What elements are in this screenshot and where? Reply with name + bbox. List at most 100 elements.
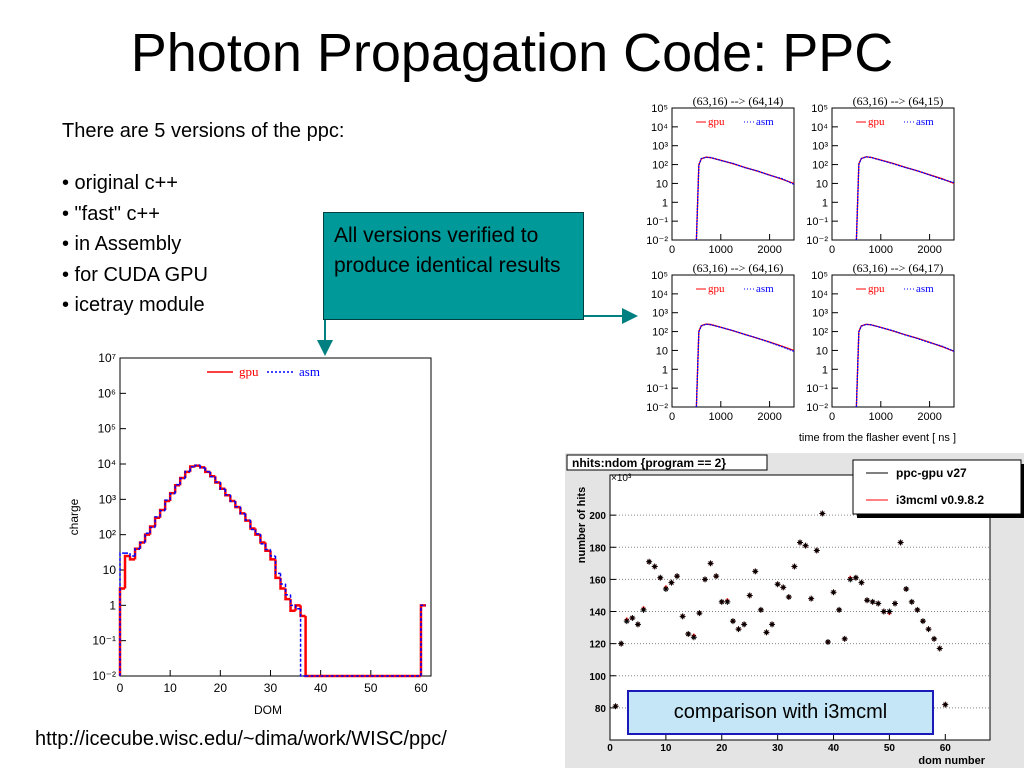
- scatter-point: [646, 558, 653, 565]
- panel-title: (63,16) --> (64,14): [693, 94, 784, 108]
- bullet-list: • original c++ • "fast" c++ • in Assembl…: [62, 168, 208, 321]
- y-tick-label: 10⁴: [651, 122, 668, 134]
- legend-label: ppc-gpu v27: [896, 466, 967, 480]
- y-tick-label: 10⁴: [97, 457, 116, 471]
- histogram-step: [179, 477, 186, 485]
- histogram-step: [264, 543, 271, 551]
- y-tick-label: 140: [589, 608, 606, 619]
- x-tick-label: 10: [660, 743, 672, 754]
- histogram-step: [269, 550, 276, 561]
- legend-label: i3mcml v0.9.8.2: [896, 493, 984, 507]
- scatter-point: [819, 510, 826, 517]
- histogram-step: [183, 470, 191, 479]
- bullet: • icetray module: [62, 294, 205, 316]
- y-tick-label: 10³: [652, 141, 668, 153]
- x-tick-label: 2000: [917, 244, 941, 256]
- histogram-step: [159, 509, 166, 517]
- y-tick-label: 10⁻¹: [646, 383, 668, 395]
- scatter-point: [702, 576, 708, 583]
- legend-label: gpu: [868, 283, 885, 295]
- histogram-step: [420, 604, 426, 676]
- series-line: [695, 156, 795, 241]
- series-line: [855, 323, 955, 408]
- legend-label: asm: [299, 364, 320, 379]
- y-tick-label: 10: [103, 563, 117, 577]
- legend-label: asm: [916, 116, 934, 128]
- scatter-point: [612, 703, 619, 710]
- scatter-point: [769, 621, 776, 628]
- plot-frame: [671, 274, 795, 408]
- histogram-step: [174, 483, 181, 494]
- y-tick-label: 10⁻²: [806, 235, 828, 247]
- x-tick-label: 2000: [757, 244, 781, 256]
- x-tick-label: 30: [772, 743, 784, 754]
- series-line: [855, 156, 955, 241]
- plot-frame: [671, 107, 795, 241]
- scatter-point: [724, 598, 731, 605]
- x-tick-label: 0: [607, 743, 613, 754]
- y-tick-label: 10²: [812, 160, 828, 172]
- y-tick-label: 1: [822, 364, 828, 376]
- scatter-point: [942, 701, 949, 708]
- histogram-step: [184, 470, 191, 479]
- panel-title: (63,16) --> (64,17): [853, 261, 944, 275]
- y-tick-label: 10⁵: [651, 270, 668, 282]
- y-tick-label: 100: [589, 672, 606, 683]
- y-tick-label: 10⁴: [651, 289, 668, 301]
- url: http://icecube.wisc.edu/~dima/work/WISC/…: [35, 728, 447, 750]
- plot-frame: [119, 357, 432, 677]
- plot-frame: [609, 474, 991, 741]
- x-axis-label: time from the flasher event [ ns ]: [799, 432, 956, 444]
- histogram-step: [128, 555, 136, 561]
- y-tick-label: 180: [589, 543, 606, 554]
- histogram-step: [209, 471, 216, 478]
- x-tick-label: 30: [264, 681, 278, 695]
- legend-label: gpu: [868, 116, 885, 128]
- scatter-point: [640, 606, 647, 613]
- legend-label: gpu: [708, 116, 725, 128]
- histogram-step: [194, 464, 201, 467]
- scatter-point: [869, 598, 876, 605]
- y-tick-label: 10⁷: [98, 351, 116, 365]
- y-tick-label: 10⁻¹: [646, 216, 668, 228]
- histogram-step: [299, 608, 306, 677]
- scatter-point: [729, 618, 736, 625]
- scatter-point: [797, 539, 803, 546]
- y-tick-label: 10³: [812, 141, 828, 153]
- panel-title: (63,16) --> (64,15): [853, 94, 944, 108]
- y-tick-label: 10⁻¹: [806, 216, 828, 228]
- histogram-step: [219, 481, 226, 490]
- histogram-step: [274, 559, 281, 580]
- y-tick-label: 10⁻²: [92, 669, 116, 683]
- histogram-step: [254, 529, 261, 535]
- y-tick-label: 10²: [652, 327, 668, 339]
- scatter-point: [886, 608, 893, 615]
- y-tick-label: 1: [662, 197, 668, 209]
- histogram-step: [239, 507, 246, 515]
- histogram-step: [299, 605, 306, 618]
- histogram-step: [199, 465, 206, 469]
- y-tick-label: 10⁶: [98, 386, 116, 400]
- series-line: [695, 156, 795, 241]
- histogram-step: [294, 604, 301, 611]
- scatter-point: [785, 594, 792, 601]
- scatter-point: [903, 586, 910, 593]
- scatter-point: [674, 573, 681, 580]
- x-axis-label: dom number: [918, 755, 985, 767]
- y-axis-label: charge: [67, 498, 81, 535]
- scatter-point: [634, 621, 641, 628]
- scatter-point: [875, 600, 882, 607]
- histogram-step: [118, 587, 126, 676]
- scatter-point: [746, 592, 753, 599]
- scatter-point: [824, 639, 831, 646]
- scatter-point: [880, 608, 887, 615]
- histogram-step: [239, 506, 246, 515]
- histogram-step: [139, 541, 146, 549]
- y-tick-label: 10²: [812, 327, 828, 339]
- histogram-step: [234, 501, 241, 508]
- x-tick-label: 60: [940, 743, 952, 754]
- intro: There are 5 versions of the ppc:: [62, 120, 345, 142]
- y-tick-label: 160: [589, 575, 606, 586]
- legend-label: asm: [916, 283, 934, 295]
